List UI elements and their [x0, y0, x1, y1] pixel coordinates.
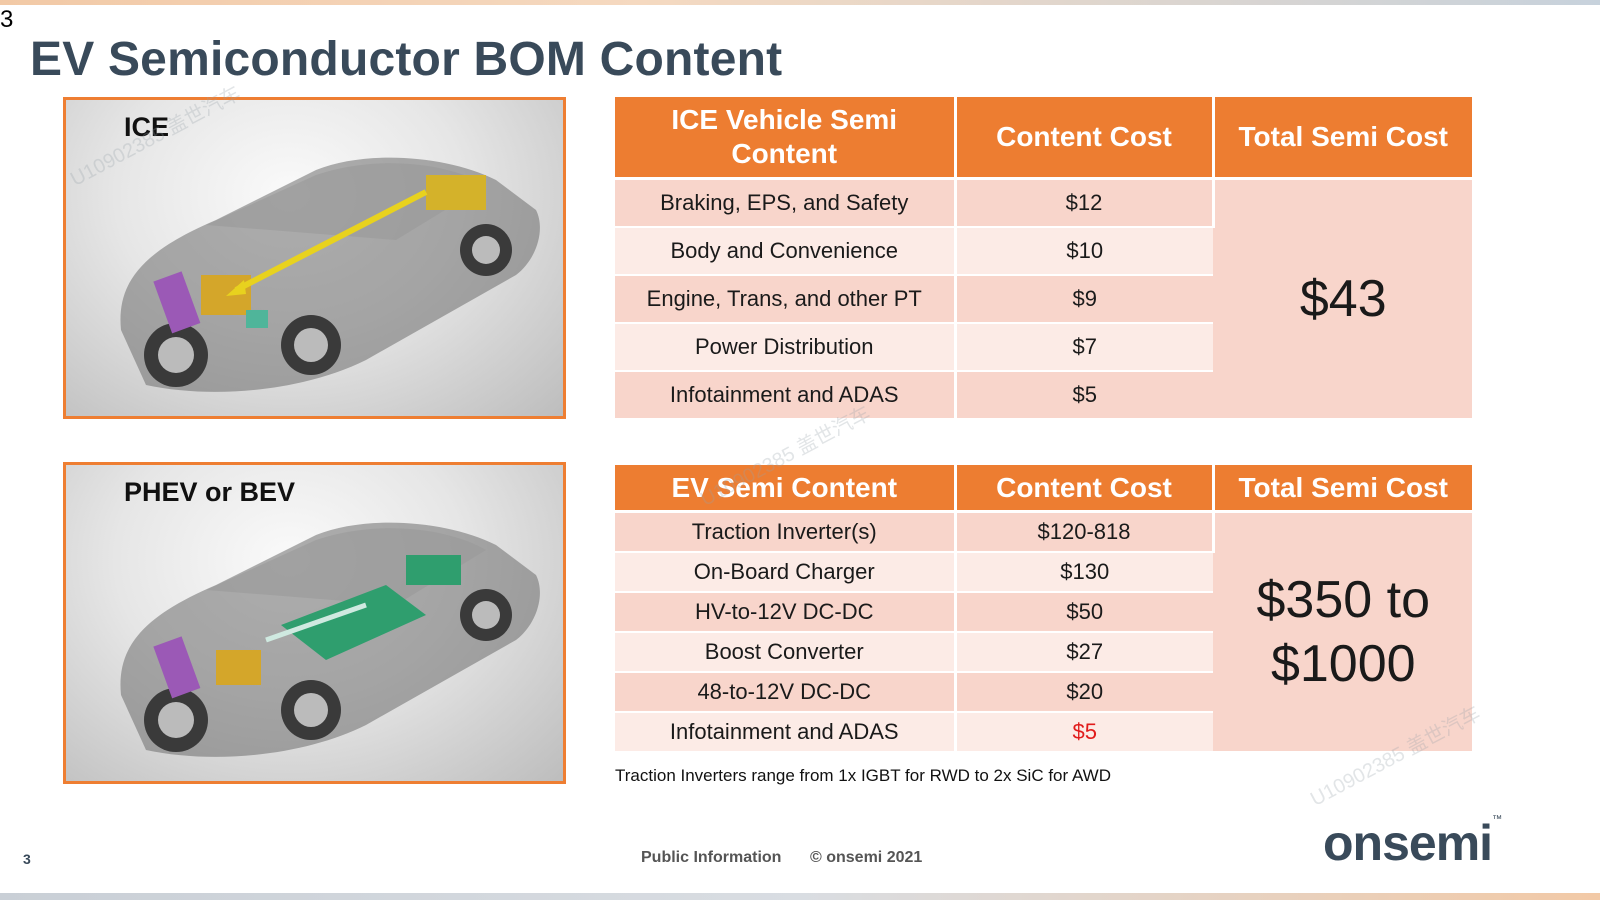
- table-row: Boost Converter $27: [615, 632, 1472, 673]
- ev-label: PHEV or BEV: [124, 477, 296, 507]
- row-cost: $10: [955, 227, 1213, 276]
- row-cost: $120-818: [955, 511, 1215, 553]
- table-row: Braking, EPS, and Safety $12 $43: [615, 178, 1472, 420]
- row-item: 48-to-12V DC-DC: [615, 672, 957, 713]
- ice-car-image-panel: ICE: [63, 97, 566, 419]
- footnote: Traction Inverters range from 1x IGBT fo…: [615, 766, 1111, 785]
- row-item: Body and Convenience: [615, 227, 957, 276]
- ice-header-cost: Content Cost: [955, 97, 1215, 180]
- row-item: Boost Converter: [615, 632, 957, 673]
- ev-header-total: Total Semi Cost: [1213, 465, 1472, 513]
- row-cost: $12: [955, 178, 1215, 228]
- row-cost: $20: [955, 672, 1213, 713]
- row-item: Power Distribution: [615, 323, 957, 372]
- table-row: Infotainment and ADAS $5: [615, 712, 1472, 753]
- footer-copyright: © onsemi 2021: [810, 849, 923, 866]
- ev-total-cost: $350 to $1000: [1213, 511, 1472, 753]
- ev-car-illustration: [120, 522, 540, 757]
- ev-semi-content-table: EV Semi Content Content Cost Total Semi …: [615, 465, 1472, 753]
- table-row: Engine, Trans, and other PT $9: [615, 275, 1472, 324]
- footer-page-number: 3: [23, 851, 31, 867]
- slide-title: EV Semiconductor BOM Content: [30, 33, 783, 86]
- row-item: Braking, EPS, and Safety: [615, 178, 957, 228]
- row-cost: $5: [955, 371, 1213, 420]
- footer-classification: Public Information: [641, 849, 782, 866]
- onsemi-logo: onsemi™: [1323, 814, 1502, 872]
- ev-total-line1: $350 to: [1256, 571, 1431, 629]
- table-row: HV-to-12V DC-DC $50: [615, 592, 1472, 633]
- table-row: 48-to-12V DC-DC $20: [615, 672, 1472, 713]
- logo-trademark: ™: [1492, 814, 1502, 825]
- ice-label: ICE: [124, 112, 170, 142]
- row-item: On-Board Charger: [615, 552, 957, 593]
- top-accent-bar: [0, 0, 1600, 5]
- ev-total-line2: $1000: [1270, 635, 1416, 693]
- ev-header-cost: Content Cost: [955, 465, 1215, 513]
- table-row: Body and Convenience $10: [615, 227, 1472, 276]
- table-row: On-Board Charger $130: [615, 552, 1472, 593]
- row-cost: $50: [955, 592, 1213, 633]
- logo-text: onsemi: [1323, 815, 1493, 871]
- row-cost: $9: [955, 275, 1213, 324]
- row-item: HV-to-12V DC-DC: [615, 592, 957, 633]
- ice-header-content: ICE Vehicle Semi Content: [615, 97, 957, 180]
- row-item: Traction Inverter(s): [615, 511, 957, 553]
- ice-header-total: Total Semi Cost: [1213, 97, 1472, 180]
- row-cost: $27: [955, 632, 1213, 673]
- row-item: Infotainment and ADAS: [615, 712, 957, 753]
- ice-car-illustration: [120, 157, 540, 392]
- ice-semi-content-table: ICE Vehicle Semi Content Content Cost To…: [615, 97, 1472, 420]
- table-row: Power Distribution $7: [615, 323, 1472, 372]
- row-cost-highlighted: $5: [955, 712, 1213, 753]
- table-row: Traction Inverter(s) $120-818 $350 to $1…: [615, 511, 1472, 753]
- row-cost: $7: [955, 323, 1213, 372]
- corner-page-number: 3: [0, 6, 14, 33]
- ev-car-image-panel: PHEV or BEV: [63, 462, 566, 784]
- table-row: Infotainment and ADAS $5: [615, 371, 1472, 420]
- ice-total-cost: $43: [1213, 178, 1472, 420]
- row-item: Engine, Trans, and other PT: [615, 275, 957, 324]
- bottom-accent-bar: [0, 893, 1600, 900]
- row-item: Infotainment and ADAS: [615, 371, 957, 420]
- row-cost: $130: [955, 552, 1213, 593]
- ev-header-content: EV Semi Content: [615, 465, 957, 513]
